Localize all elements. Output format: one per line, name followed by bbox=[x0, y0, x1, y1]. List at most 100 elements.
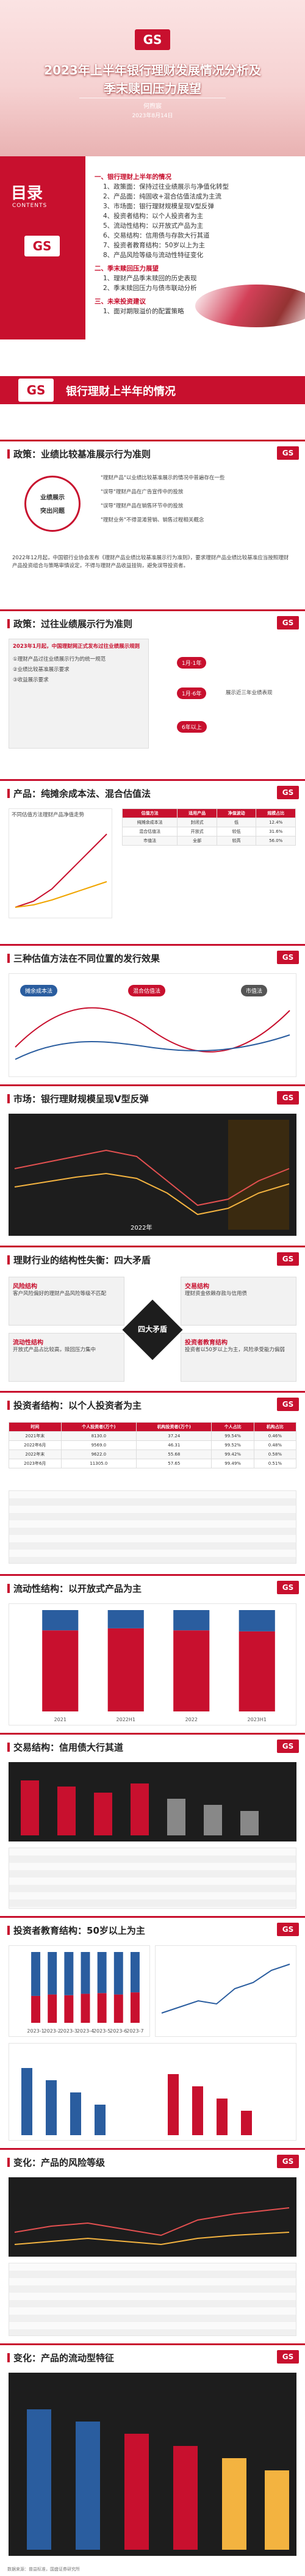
table-cell: 0.58% bbox=[253, 1449, 297, 1459]
table-detail bbox=[9, 1848, 296, 1909]
table: 估值方法 适用产品 净值波动 规模占比 纯摊余成本法 封闭式低 12.4% 混合估值法 开放式较… bbox=[121, 808, 296, 846]
cover-date: 2023年8月14日 bbox=[132, 113, 173, 119]
table-cell: 56.0% bbox=[256, 836, 296, 846]
trade-chart bbox=[9, 1762, 296, 1841]
slide-issuance: 三种估值方法在不同位置的发行效果 GS 摊余成本法 混合估值法 市值法 bbox=[0, 944, 305, 1084]
bar bbox=[192, 2086, 203, 2135]
table-header: 估值方法 bbox=[121, 808, 178, 818]
table-cell: 9569.0 bbox=[60, 1440, 137, 1450]
table-cell: 0.51% bbox=[253, 1459, 297, 1468]
table-row: 2023年6月 11305.0 57.65 99.49% 0.51% bbox=[9, 1459, 297, 1468]
table-of-contents: 目录 CONTENTS GS 一、银行理财上半年的情况 1、政策面：保持过往业绩展… bbox=[0, 156, 305, 339]
imbalance-box: 投资者教育结构 投资者以50岁以上为主，风险承受能力偏弱 bbox=[181, 1333, 296, 1382]
table: 时间 个人投资者(万个) 机构投资者(万个) 个人占比 机构占比 2021年末 8130.0… bbox=[9, 1422, 297, 1468]
gs-logo: GS bbox=[277, 1091, 299, 1105]
toc-item: 1、面对期限溢价的配置策略 bbox=[103, 308, 184, 315]
bullet-list: "理财产品"以业绩比较基准展示的情况中普遍存在一些 "误导"理财产品在广告宣传中… bbox=[101, 474, 296, 524]
table-cell: 99.42% bbox=[211, 1449, 254, 1459]
part-title: 银行理财上半年的情况 bbox=[66, 385, 176, 398]
table-row: 混合估值法 开放式 较低 31.6% bbox=[121, 827, 296, 836]
age-bar-chart bbox=[9, 2043, 296, 2141]
bar bbox=[107, 1610, 144, 1628]
part-banner: GS 银行理财上半年的情况 bbox=[0, 339, 305, 440]
toc-item: 8、产品风险等级与流动性特征变化 bbox=[103, 252, 204, 259]
tick-label: 2023-6 bbox=[110, 2028, 127, 2034]
slide-imbalance: 理财行业的结构性失衡：四大矛盾 GS 四大矛盾 风险结构 客户风险偏好的理财产品… bbox=[0, 1246, 305, 1391]
bar bbox=[217, 2099, 228, 2135]
table-cell: 37.24 bbox=[136, 1431, 212, 1441]
table-cell: 2022年末 bbox=[9, 1449, 62, 1459]
table-row: 2021年末 8130.0 37.24 99.54% 0.46% bbox=[9, 1431, 297, 1441]
slide-title: 变化：产品的流动型特征 bbox=[7, 2351, 114, 2364]
bar bbox=[31, 1952, 41, 1996]
age-line-chart bbox=[155, 1945, 296, 2037]
bar bbox=[97, 1993, 107, 2023]
paragraph: 2022年12月起，中国银行业协会发布《理财产品业绩比较基准展示行为准则》，要求… bbox=[12, 555, 289, 569]
gs-logo: GS bbox=[277, 446, 299, 460]
imbalance-box: 流动性结构 开放式产品占比较高，赎回压力集中 bbox=[9, 1333, 124, 1382]
table-row: 市值法 全部 较高 56.0% bbox=[121, 836, 296, 846]
table-cell: 2021年末 bbox=[9, 1431, 62, 1441]
label: 混合估值法 bbox=[128, 985, 166, 996]
table-cell: 55.68 bbox=[136, 1449, 212, 1459]
source-note: 数据来源：普益标准，国盛证券研究所 bbox=[7, 2567, 80, 2572]
box-text: 开放式产品占比较高，赎回压力集中 bbox=[13, 1347, 96, 1353]
issuance-chart-svg bbox=[15, 1007, 290, 1060]
table-detail bbox=[9, 2263, 296, 2336]
bar bbox=[76, 2422, 100, 2550]
bar bbox=[70, 2092, 81, 2135]
box-heading: 交易结构 bbox=[185, 1283, 209, 1290]
toc-item: 1、理财产品季末赎回的历史表现 bbox=[103, 275, 197, 282]
slide-title: 理财行业的结构性失衡：四大矛盾 bbox=[7, 1254, 151, 1266]
table-row: 2022年6月 9569.0 46.31 99.52% 0.48% bbox=[9, 1440, 297, 1450]
market-chart: 2022年 bbox=[9, 1114, 296, 1236]
slide-liquidity: 流动性结构：以开放式产品为主 GS 2021 2022H1 2022 2023H1 bbox=[0, 1574, 305, 1733]
series-line bbox=[15, 1034, 290, 1060]
toc-item: 6、交易结构：信用债与存款大行其道 bbox=[103, 232, 210, 239]
gs-logo: GS bbox=[277, 951, 299, 964]
cover-author: 何煦宸 bbox=[143, 103, 162, 110]
slide-investor-structure: 投资者结构：以个人投资者为主 GS 时间 个人投资者(万个) 机构投资者(万个) 个人… bbox=[0, 1391, 305, 1574]
bar bbox=[167, 1799, 185, 1835]
series-line bbox=[14, 1149, 290, 1206]
tick-label: 2023-7 bbox=[126, 2028, 143, 2034]
series-line bbox=[161, 1964, 290, 2014]
info-box: 2023年1月起，中国理财网正式发布过往业绩展示规则 ①理财产品过往业绩展示行为… bbox=[9, 639, 149, 749]
toc-item: 4、投资者结构：以个人投资者为主 bbox=[103, 212, 204, 220]
bar bbox=[130, 1992, 140, 2023]
bar bbox=[46, 2080, 57, 2135]
tick-label: 2023-4 bbox=[77, 2028, 94, 2034]
table-cell: 99.49% bbox=[211, 1459, 254, 1468]
bar bbox=[204, 1805, 222, 1835]
table-cell: 57.65 bbox=[136, 1459, 212, 1468]
gs-logo: GS bbox=[277, 1923, 299, 1936]
table-header: 机构投资者(万个) bbox=[136, 1422, 212, 1432]
liquidity-chart-svg: 2021 2022H1 2022 2023H1 bbox=[42, 1610, 275, 1722]
bar bbox=[173, 1630, 210, 1711]
imbalance-box: 风险结构 客户风险偏好的理财产品风险等级不匹配 bbox=[9, 1277, 124, 1326]
bullet: "理财产品"以业绩比较基准展示的情况中普遍存在一些 bbox=[101, 475, 225, 481]
table-cell: 较低 bbox=[216, 827, 257, 836]
slide-liquidity-feature: 变化：产品的流动型特征 GS 数据来源：普益标准，国盛证券研究所 bbox=[0, 2343, 305, 2576]
tick-label: 2023-5 bbox=[93, 2028, 110, 2034]
gs-logo: GS bbox=[277, 786, 299, 799]
slide-title: 市场：银行理财规模呈现V型反弹 bbox=[7, 1092, 149, 1105]
bar bbox=[21, 1780, 39, 1835]
slide-title: 交易结构：信用债大行其道 bbox=[7, 1741, 123, 1754]
age-line-chart-svg bbox=[161, 1964, 290, 2014]
slide-market-scale: 市场：银行理财规模呈现V型反弹 GS 2022年 bbox=[0, 1084, 305, 1246]
box-title: 2023年1月起，中国理财网正式发布过往业绩展示规则 bbox=[13, 644, 140, 650]
bullet: "误导"理财产品在广告宣传中的投放 bbox=[101, 489, 184, 495]
tick-label: 2023-1 bbox=[27, 2028, 44, 2034]
table-cell: 8130.0 bbox=[60, 1431, 137, 1441]
box-item: ②业绩比较基准展示要求 bbox=[13, 667, 70, 673]
slide-trade-structure: 交易结构：信用债大行其道 GS bbox=[0, 1733, 305, 1916]
table-cell: 12.4% bbox=[256, 818, 296, 827]
box-text: 投资者以50岁以上为主，风险承受能力偏弱 bbox=[185, 1347, 285, 1353]
gs-logo: GS bbox=[24, 236, 60, 256]
bar bbox=[42, 1610, 79, 1631]
series-line bbox=[14, 2232, 290, 2246]
liquidity-feature-chart-svg bbox=[27, 2409, 289, 2550]
gs-logo: GS bbox=[277, 1740, 299, 1753]
bar bbox=[107, 1628, 144, 1711]
